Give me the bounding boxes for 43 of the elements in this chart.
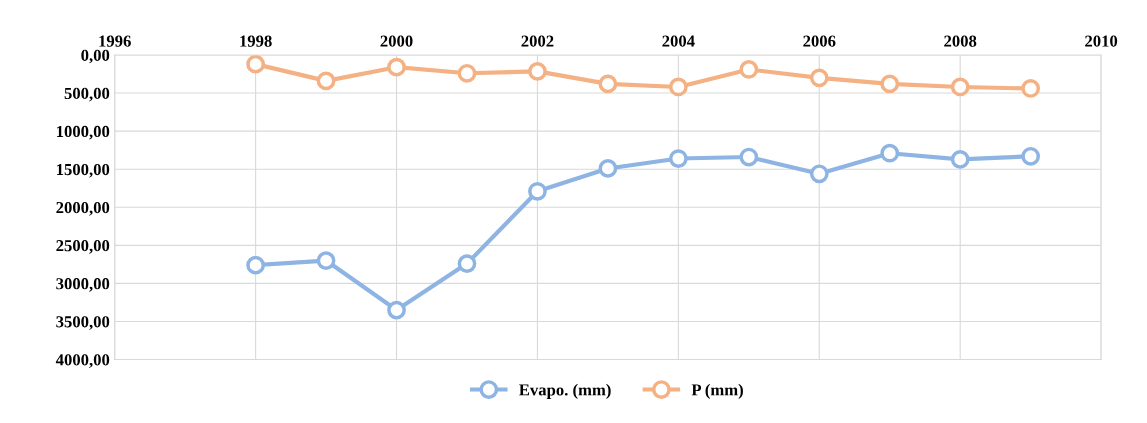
point <box>457 63 477 83</box>
point <box>598 159 618 178</box>
x-tick-label: 2008 <box>944 35 977 47</box>
x-tick-label: 2010 <box>1085 35 1118 47</box>
point <box>809 164 829 184</box>
point <box>668 149 688 168</box>
point <box>457 254 477 273</box>
point <box>739 60 759 79</box>
y-tick-label: 3500,00 <box>56 316 110 330</box>
x-tick-label: 2006 <box>803 35 836 47</box>
x-tick-label: 2002 <box>521 35 554 47</box>
point <box>387 57 406 77</box>
point <box>739 147 759 167</box>
x-tick-label: 1996 <box>99 35 131 47</box>
point <box>316 251 336 270</box>
point <box>528 181 547 201</box>
point <box>880 143 900 163</box>
point <box>316 71 336 91</box>
point <box>809 68 829 88</box>
point <box>950 77 970 97</box>
y-tick-label: 0,00 <box>81 49 110 64</box>
point <box>1021 146 1041 166</box>
x-tick-label: 2000 <box>380 35 413 47</box>
point <box>668 77 688 97</box>
y-tick-label: 4000,00 <box>55 354 110 368</box>
y-tick-label: 2000,00 <box>56 201 110 216</box>
y-tick-label: 3000,00 <box>56 278 110 292</box>
point <box>1021 79 1041 98</box>
y-tick-label: 1000,00 <box>57 125 110 140</box>
x-tick-label: 1998 <box>240 35 272 47</box>
point <box>246 54 265 74</box>
point <box>387 300 406 320</box>
point <box>950 149 970 169</box>
y-tick-label: 500,00 <box>64 87 110 102</box>
legend-label: Evapo. (mm) <box>519 383 611 399</box>
y-tick-label: 1500,00 <box>57 163 110 178</box>
x-tick-label: 2004 <box>662 35 695 47</box>
point <box>880 74 900 94</box>
point <box>528 61 547 81</box>
point <box>598 74 618 94</box>
legend-label: P (mm) <box>691 383 743 399</box>
y-tick-label: 2500,00 <box>56 240 110 254</box>
point <box>246 255 265 275</box>
